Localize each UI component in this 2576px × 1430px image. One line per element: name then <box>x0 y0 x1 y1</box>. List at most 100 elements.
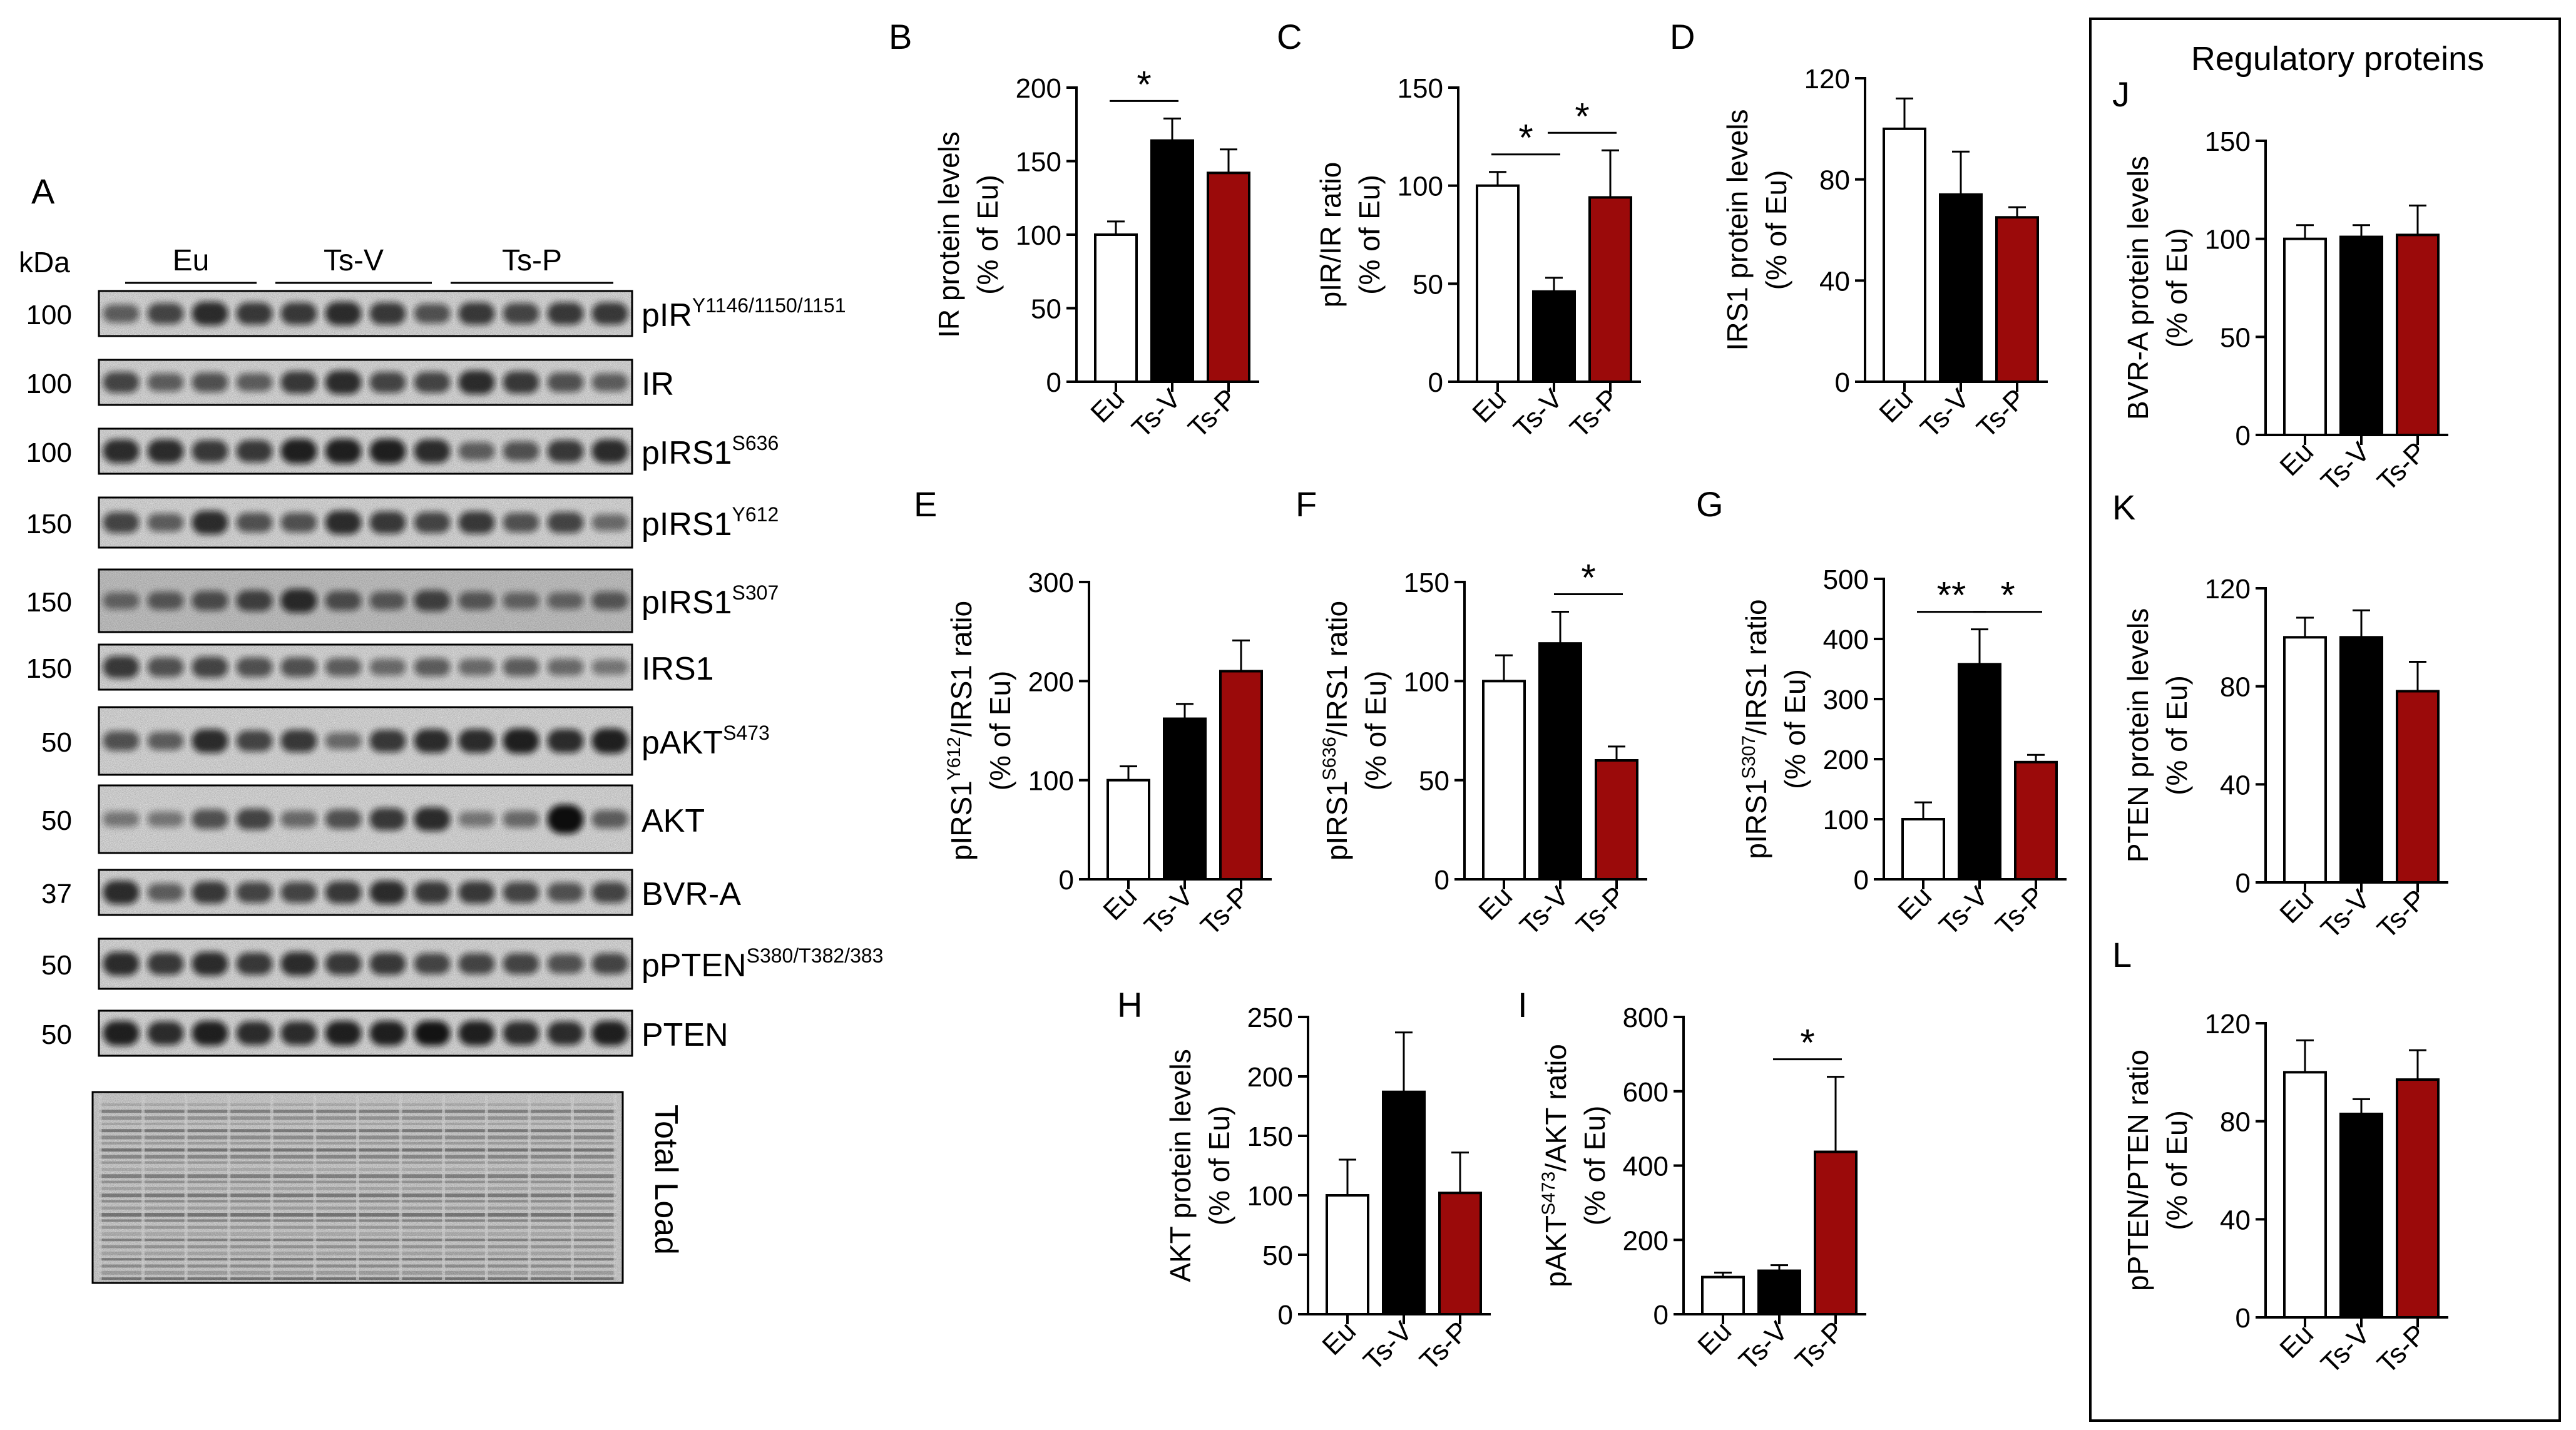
y-axis-label-part: pIRS1 <box>1321 780 1353 861</box>
x-tick-label: Eu <box>2274 436 2319 482</box>
x-tick-label: Ts-V <box>1138 881 1199 941</box>
bar-tsp <box>2396 233 2440 436</box>
y-tick-label: 0 <box>1434 865 1449 896</box>
blot-band <box>147 811 184 827</box>
bar-tsv <box>1538 642 1582 881</box>
y-tick-label: 100 <box>2205 225 2251 255</box>
y-tick-label: 40 <box>2220 770 2251 800</box>
blot-kda-5: 150 <box>26 653 72 684</box>
blot-band <box>192 591 228 611</box>
blot-row-pakt-s473: 50 pAKTS473 <box>41 706 770 776</box>
bar-tsv <box>1958 663 2001 881</box>
blot-band <box>192 440 228 462</box>
bar-tsv <box>1757 1269 1801 1315</box>
bar-eu <box>1094 233 1138 383</box>
y-axis-label: (% of Eu) <box>1359 671 1392 791</box>
significance-marker: * <box>1518 117 1533 159</box>
blot-band <box>325 370 362 394</box>
bar-tsp <box>1995 216 2039 383</box>
bar-tsp <box>2014 760 2058 881</box>
blot-frame <box>98 706 633 776</box>
y-axis-label-part: /AKT ratio <box>1540 1044 1572 1172</box>
y-axis-label: pIRS1S636/IRS1 ratio <box>1319 601 1353 861</box>
blot-band <box>147 513 184 532</box>
y-axis-label-part: /IRS1 ratio <box>1740 599 1772 735</box>
x-tick-label: Eu <box>1466 383 1512 429</box>
blot-band <box>458 811 495 827</box>
y-axis-label-part: (% of Eu) <box>2160 228 2193 348</box>
y-tick-label: 50 <box>1031 294 1061 325</box>
blot-band <box>591 514 628 531</box>
blot-band <box>325 439 362 464</box>
y-axis-label: PTEN protein levels <box>2122 608 2154 863</box>
x-tick-label: Eu <box>1473 881 1518 926</box>
y-axis-label-part: pIRS1 <box>1740 779 1772 859</box>
blot-band <box>503 810 539 828</box>
blot-band <box>458 302 495 325</box>
y-tick-label: 150 <box>1016 147 1061 178</box>
blot-band <box>103 881 140 904</box>
blot-frame <box>98 784 633 854</box>
blot-band <box>192 1021 228 1046</box>
x-tick-label: Ts-P <box>2371 436 2432 497</box>
y-tick-label: 200 <box>1016 73 1061 104</box>
y-axis-label: (% of Eu) <box>1578 1106 1611 1226</box>
y-tick-label: 200 <box>1028 666 1074 697</box>
significance-marker: * <box>1137 63 1151 105</box>
bar-tsv <box>1939 193 1983 383</box>
x-tick-label: Ts-P <box>1570 881 1631 941</box>
blot-band <box>369 952 406 975</box>
blot-label: BVR-A <box>641 876 741 912</box>
blot-band <box>192 302 228 325</box>
bar-tsp <box>2396 690 2440 884</box>
x-tick-label: Ts-P <box>1195 881 1255 941</box>
group-header-tsp: Ts-P <box>502 244 562 277</box>
blot-band <box>325 302 362 325</box>
blot-label-sup: S473 <box>723 722 770 744</box>
x-tick-label: Eu <box>1892 881 1938 926</box>
bar-eu <box>2283 636 2327 884</box>
bar-tsp <box>1438 1192 1482 1315</box>
blot-band <box>103 592 140 610</box>
blot-label: IR <box>641 366 674 402</box>
blot-grain <box>99 939 632 989</box>
y-tick-label: 100 <box>1398 171 1443 202</box>
blot-label: pAKTS473 <box>641 722 770 761</box>
blot-grain <box>99 429 632 474</box>
blot-band <box>325 952 362 975</box>
bar-eu <box>1883 127 1926 383</box>
blot-label-sup: S307 <box>732 581 779 604</box>
bar-tsv <box>1382 1090 1426 1315</box>
blot-kda-1: 100 <box>26 369 72 399</box>
blot-band <box>369 591 406 610</box>
x-tick-label: Ts-P <box>1990 881 2050 941</box>
blot-grain <box>99 498 632 548</box>
y-axis-label-part: (% of Eu) <box>1203 1106 1235 1226</box>
y-axis-label-part: (% of Eu) <box>971 175 1004 295</box>
blot-band <box>280 589 317 613</box>
blot-grain <box>99 785 632 853</box>
y-tick-label: 0 <box>1854 865 1869 896</box>
blot-label: pIRS1S636 <box>641 432 779 471</box>
y-axis-label: (% of Eu) <box>984 671 1016 791</box>
blot-band <box>591 953 628 974</box>
blot-band <box>458 591 495 610</box>
bar-tsp <box>1595 759 1638 881</box>
blot-band <box>147 732 184 750</box>
y-tick-label: 100 <box>1016 220 1061 251</box>
blot-label: IRS1 <box>641 651 714 687</box>
panel-letter-f: F <box>1296 484 1317 524</box>
x-tick-label: Ts-P <box>1182 383 1243 444</box>
x-tick-label: Ts-P <box>1564 383 1625 444</box>
y-axis-label-part: (% of Eu) <box>1760 170 1792 290</box>
y-axis-label-part: AKT protein levels <box>1164 1049 1197 1282</box>
significance-marker: ** <box>1937 575 1966 616</box>
blot-band <box>503 728 539 753</box>
blot-band <box>591 882 628 903</box>
blot-label-main: pPTEN <box>641 947 747 984</box>
